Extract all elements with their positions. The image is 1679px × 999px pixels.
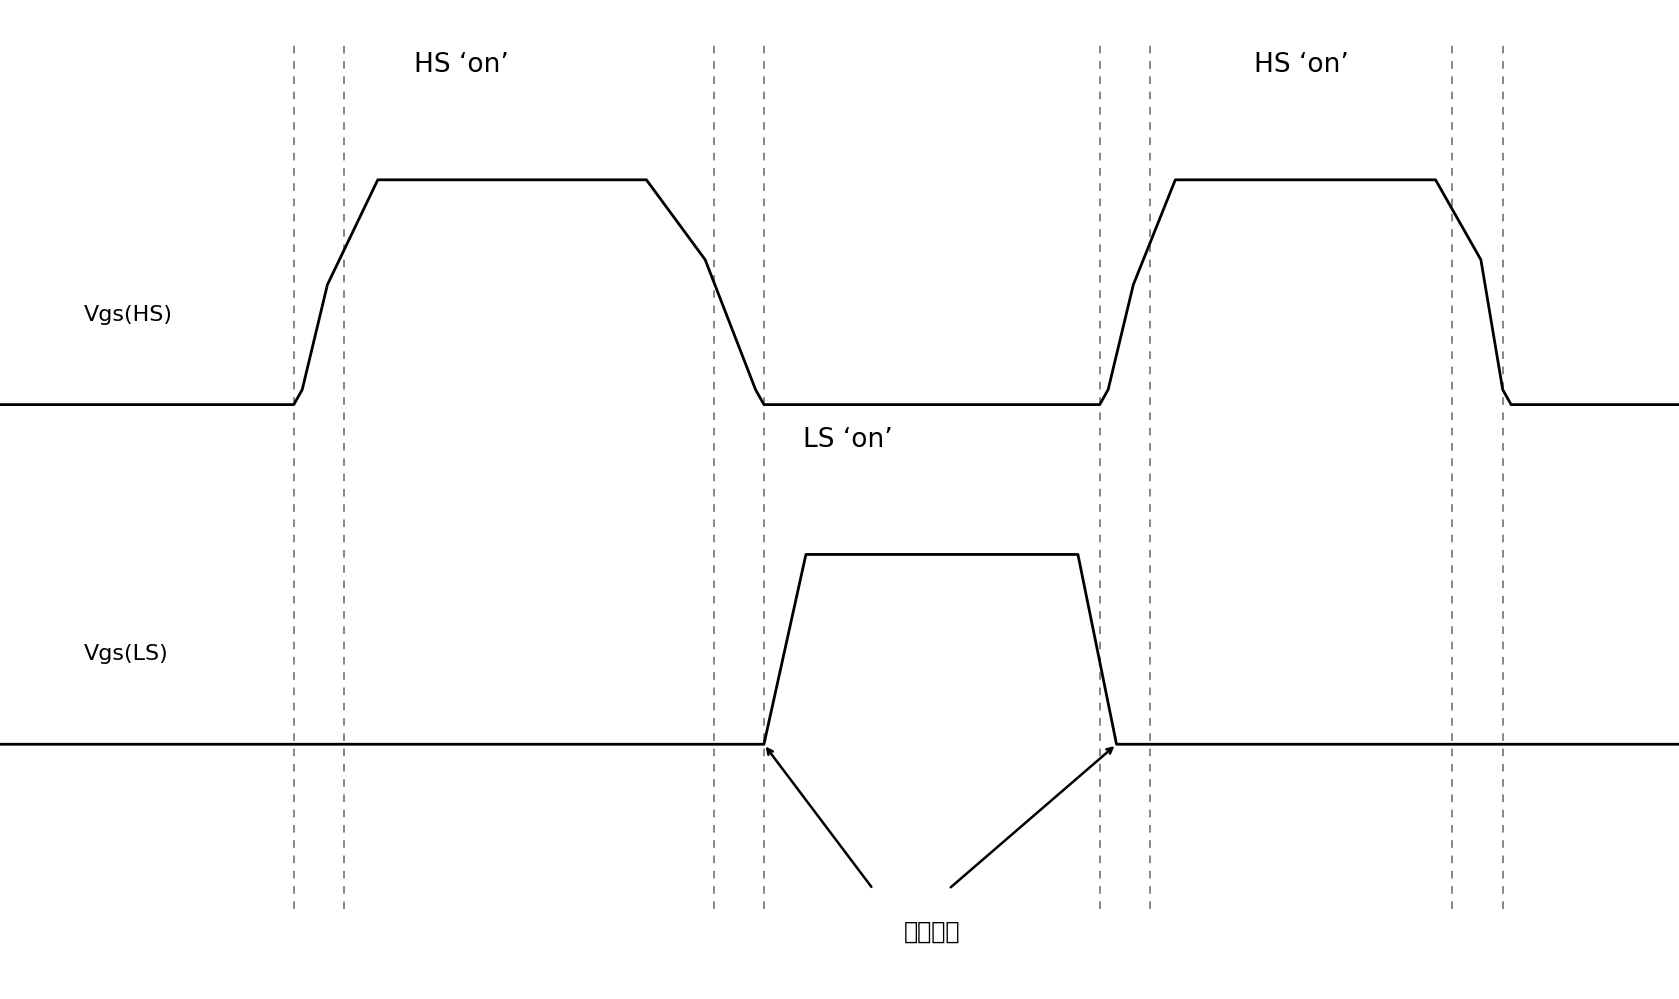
Text: HS ‘on’: HS ‘on’ (1254, 52, 1348, 78)
Text: HS ‘on’: HS ‘on’ (415, 52, 509, 78)
Text: 截止时间: 截止时间 (903, 920, 960, 944)
Text: Vgs(LS): Vgs(LS) (84, 644, 168, 664)
Text: Vgs(HS): Vgs(HS) (84, 305, 173, 325)
Text: LS ‘on’: LS ‘on’ (803, 427, 893, 453)
